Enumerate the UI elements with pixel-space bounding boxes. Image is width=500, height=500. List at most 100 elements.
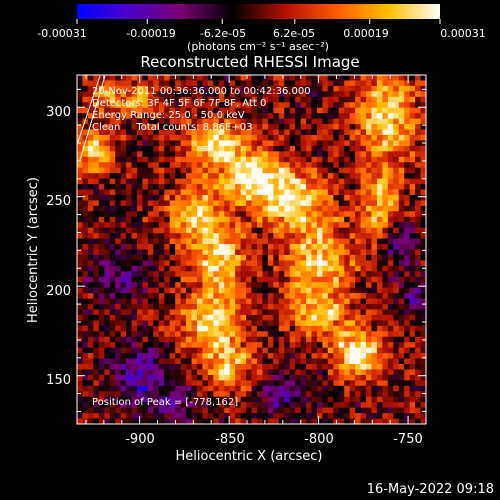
heatmap-cell	[229, 276, 236, 283]
heatmap-cell	[333, 396, 340, 403]
heatmap-cell	[366, 96, 372, 103]
heatmap-cell	[218, 271, 225, 278]
heatmap-cell	[273, 254, 280, 261]
heatmap-cell	[158, 374, 165, 381]
heatmap-cell	[306, 184, 312, 190]
heatmap-cell	[164, 304, 171, 310]
heatmap-cell	[300, 134, 307, 141]
heatmap-cell	[142, 331, 149, 338]
heatmap-cell	[169, 156, 176, 163]
heatmap-cell	[273, 200, 280, 207]
heatmap-cell	[136, 205, 143, 212]
heatmap-cell	[273, 244, 280, 250]
heatmap-cell	[240, 124, 247, 130]
heatmap-cell	[404, 336, 411, 343]
heatmap-cell	[300, 276, 307, 283]
heatmap-cell	[104, 162, 111, 169]
heatmap-cell	[327, 156, 334, 163]
heatmap-cell	[120, 309, 127, 316]
heatmap-cell	[278, 374, 285, 381]
heatmap-cell	[224, 151, 231, 158]
heatmap-cell	[175, 391, 182, 398]
heatmap-cell	[322, 265, 329, 272]
heatmap-cell	[131, 391, 138, 398]
heatmap-cell	[415, 353, 421, 359]
heatmap-cell	[387, 140, 394, 147]
heatmap-cell	[240, 271, 247, 278]
heatmap-cell	[355, 320, 361, 327]
heatmap-cell	[371, 211, 378, 218]
heatmap-cell	[409, 233, 416, 239]
heatmap-cell	[246, 347, 252, 354]
heatmap-cell	[115, 211, 122, 218]
heatmap-cell	[295, 380, 301, 387]
heatmap-cell	[278, 325, 285, 332]
heatmap-cell	[289, 145, 296, 152]
heatmap-cell	[295, 249, 301, 256]
heatmap-cell	[240, 96, 247, 103]
heatmap-cell	[376, 118, 383, 125]
heatmap-cell	[115, 374, 122, 381]
heatmap-cell	[415, 282, 421, 289]
heatmap-cell	[333, 391, 340, 398]
heatmap-cell	[229, 364, 236, 370]
heatmap-cell	[349, 364, 356, 370]
heatmap-cell	[404, 407, 411, 414]
heatmap-cell	[393, 364, 400, 370]
heatmap-cell	[224, 194, 231, 201]
heatmap-cell	[196, 211, 203, 218]
heatmap-cell	[267, 276, 274, 283]
heatmap-cell	[387, 156, 394, 163]
heatmap-cell	[180, 407, 187, 414]
heatmap-cell	[344, 194, 351, 201]
heatmap-cell	[120, 282, 127, 289]
heatmap-cell	[235, 222, 241, 229]
heatmap-cell	[120, 151, 127, 158]
heatmap-cell	[300, 364, 307, 370]
heatmap-cell	[104, 336, 111, 343]
heatmap-cell	[186, 80, 192, 87]
heatmap-cell	[409, 331, 416, 338]
heatmap-cell	[115, 407, 122, 414]
heatmap-cell	[131, 145, 138, 152]
heatmap-cell	[387, 298, 394, 305]
heatmap-cell	[136, 353, 143, 359]
heatmap-cell	[382, 364, 389, 370]
heatmap-cell	[136, 178, 143, 185]
heatmap-cell	[393, 249, 400, 256]
heatmap-cell	[240, 222, 247, 229]
heatmap-cell	[409, 118, 416, 125]
heatmap-cell	[131, 413, 138, 419]
heatmap-cell	[186, 309, 192, 316]
heatmap-cell	[355, 369, 361, 376]
heatmap-cell	[338, 167, 345, 174]
heatmap-cell	[306, 200, 312, 207]
heatmap-cell	[273, 238, 280, 245]
heatmap-cell	[262, 178, 269, 185]
heatmap-cell	[98, 254, 105, 261]
heatmap-cell	[420, 325, 426, 332]
heatmap-cell	[82, 413, 89, 419]
heatmap-cell	[344, 293, 351, 299]
heatmap-cell	[115, 287, 122, 294]
heatmap-cell	[158, 189, 165, 196]
heatmap-cell	[333, 380, 340, 387]
heatmap-cell	[180, 211, 187, 218]
heatmap-cell	[251, 293, 258, 299]
heatmap-cell	[316, 385, 323, 392]
heatmap-cell	[82, 391, 89, 398]
heatmap-cell	[218, 140, 225, 147]
heatmap-cell	[344, 184, 351, 190]
heatmap-cell	[153, 282, 160, 289]
heatmap-cell	[93, 265, 100, 272]
heatmap-cell	[175, 320, 182, 327]
heatmap-cell	[306, 293, 312, 299]
heatmap-cell	[82, 167, 89, 174]
heatmap-cell	[98, 320, 105, 327]
heatmap-cell	[115, 309, 122, 316]
heatmap-cell	[338, 347, 345, 354]
heatmap-cell	[246, 391, 252, 398]
heatmap-cell	[256, 282, 263, 289]
heatmap-cell	[213, 80, 220, 87]
heatmap-cell	[213, 102, 220, 109]
